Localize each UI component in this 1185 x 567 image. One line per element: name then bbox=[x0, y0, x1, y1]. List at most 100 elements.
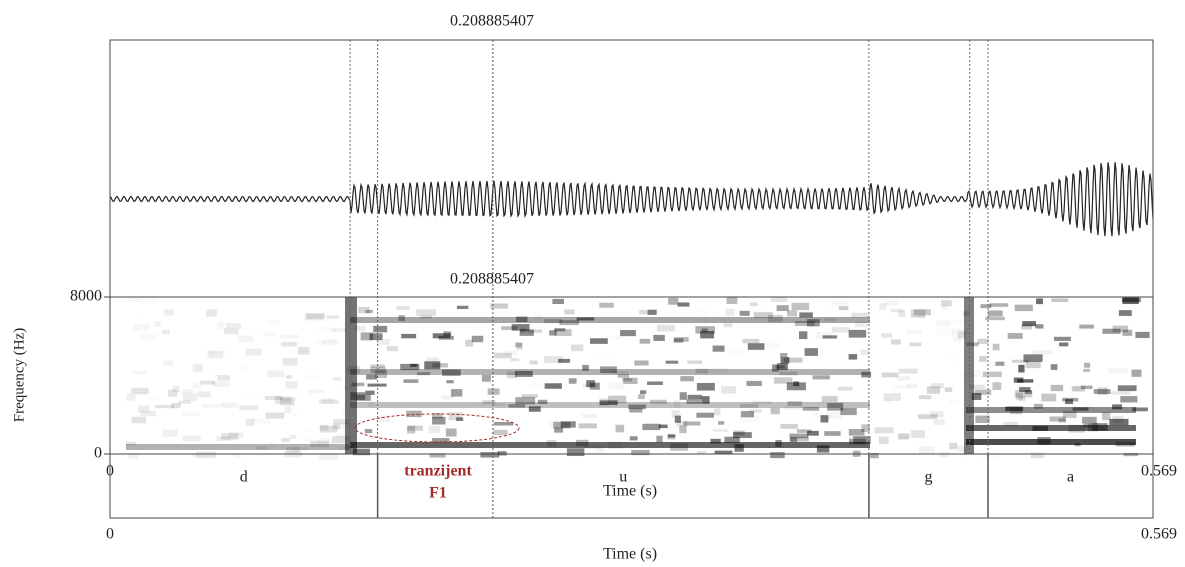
spectrogram-cell bbox=[714, 450, 733, 455]
spectrogram-cell bbox=[773, 377, 793, 384]
spectrogram-cell bbox=[1112, 415, 1124, 423]
spectrogram-cell bbox=[516, 342, 523, 350]
spectrogram-cell bbox=[883, 393, 901, 401]
spectrogram-cell bbox=[424, 361, 441, 370]
spectrogram-cell bbox=[263, 332, 277, 336]
spectrogram-cell bbox=[554, 329, 572, 337]
spectrogram-cell bbox=[178, 400, 191, 404]
spectrogram-cell bbox=[869, 453, 879, 459]
spectrogram-cell bbox=[511, 324, 530, 331]
spectrogram-cell bbox=[770, 452, 785, 459]
spectrogram-cell bbox=[733, 430, 745, 436]
spectrogram-cell bbox=[776, 305, 789, 312]
spectrogram-cell bbox=[521, 394, 539, 398]
spectrogram-cell bbox=[554, 427, 564, 433]
spectrogram-cell bbox=[898, 433, 910, 440]
spectrogram-cell bbox=[310, 440, 330, 448]
spectrogram-cell bbox=[1112, 404, 1123, 410]
spectrogram-cell bbox=[451, 389, 463, 397]
spectrogram-cell bbox=[840, 407, 857, 416]
spectrogram-cell bbox=[266, 370, 285, 378]
spectrogram-cell bbox=[822, 335, 838, 339]
spectrogram-cell bbox=[429, 453, 446, 458]
spectrogram-cell bbox=[354, 325, 366, 332]
spectrogram-cell bbox=[791, 302, 810, 311]
spectrogram-cell bbox=[732, 432, 752, 439]
spectrogram-cell bbox=[446, 380, 454, 384]
spectrogram-cell bbox=[264, 395, 283, 401]
spectrogram-cell bbox=[739, 310, 750, 316]
spectrogram-cell bbox=[201, 404, 220, 408]
spectrogram-cell bbox=[848, 329, 867, 338]
spectrogram-cell bbox=[223, 328, 239, 335]
spectrogram-cell bbox=[647, 381, 663, 385]
spectrogram-cell bbox=[615, 424, 625, 433]
spectrogram-cell bbox=[182, 435, 201, 442]
spectrogram-cell bbox=[1118, 310, 1132, 316]
spectrogram-cell bbox=[639, 338, 651, 344]
spectrogram-cell bbox=[527, 329, 543, 333]
spectrogram-cell bbox=[370, 366, 386, 374]
spectrogram-cell bbox=[936, 329, 953, 336]
spectrogram-cell bbox=[918, 446, 935, 454]
spectrogram-cell bbox=[416, 372, 431, 376]
formant-band bbox=[966, 439, 1136, 445]
annotation-ellipse bbox=[354, 413, 520, 443]
spectrogram-cell bbox=[332, 423, 341, 430]
spectrogram-cell bbox=[1041, 393, 1057, 402]
spectrogram-cell bbox=[748, 409, 762, 413]
spectrogram-cell bbox=[1097, 387, 1108, 395]
spectrogram-cell bbox=[718, 421, 725, 425]
spectrogram-cell bbox=[712, 428, 729, 433]
spectrogram-cell bbox=[1030, 452, 1045, 459]
spectrogram-cell bbox=[687, 360, 703, 364]
spectrogram-cell bbox=[1014, 390, 1033, 398]
spectrogram-cell bbox=[629, 436, 638, 441]
spectrogram-cell bbox=[849, 438, 866, 445]
spectrogram-cell bbox=[1036, 298, 1043, 305]
onset-burst bbox=[345, 297, 357, 454]
spectrogram-cell bbox=[884, 397, 892, 403]
spectrogram-cell bbox=[131, 387, 149, 394]
spectrogram-cell bbox=[913, 309, 932, 316]
spectrogram-cell bbox=[820, 415, 829, 423]
spectrogram-cell bbox=[1035, 324, 1044, 329]
spectrogram-cell bbox=[1123, 452, 1139, 457]
spectrogram-cell bbox=[284, 406, 292, 414]
spectrogram-cell bbox=[378, 415, 390, 422]
spectrogram-cell bbox=[373, 325, 388, 333]
spectrogram-cell bbox=[465, 339, 474, 347]
spectrogram-cell bbox=[713, 408, 721, 416]
spectrogram-cell bbox=[298, 346, 310, 355]
spectrogram-cell bbox=[132, 370, 147, 375]
spectrogram-cell bbox=[333, 376, 342, 381]
spectrogram-cell bbox=[1110, 391, 1131, 395]
spectrogram-cell bbox=[360, 332, 374, 341]
spectrogram-cell bbox=[566, 448, 585, 457]
spectrogram-cell bbox=[318, 438, 334, 444]
spectrogram-cell bbox=[969, 384, 985, 390]
spectrogram-cell bbox=[332, 419, 350, 425]
spectrogram-cell bbox=[668, 297, 679, 305]
spectrogram-cell bbox=[365, 309, 373, 314]
spectrogram-cell bbox=[529, 360, 538, 365]
spectrogram-cell bbox=[400, 363, 420, 371]
spectrogram-cell bbox=[951, 328, 969, 335]
spectrogram-cell bbox=[622, 378, 633, 382]
spectrogram-cell bbox=[456, 305, 469, 310]
spectrogram-cell bbox=[560, 421, 576, 428]
spectrogram-cell bbox=[200, 380, 216, 385]
spectrogram-cell bbox=[1083, 362, 1091, 368]
spectrogram-cell bbox=[683, 421, 701, 426]
spectrogram-cell bbox=[944, 387, 953, 393]
spectrogram-cell bbox=[281, 437, 290, 443]
spectrogram-cell bbox=[432, 333, 451, 339]
spectrogram-cell bbox=[332, 435, 351, 444]
spectrogram-cell bbox=[784, 406, 803, 410]
spectrogram-cell bbox=[952, 335, 961, 343]
spectrogram-cell bbox=[790, 436, 809, 442]
spectrogram-cell bbox=[304, 313, 324, 321]
spectrogram-cell bbox=[352, 448, 370, 456]
spectrogram-cell bbox=[794, 320, 815, 326]
spectrogram-cell bbox=[226, 323, 242, 329]
